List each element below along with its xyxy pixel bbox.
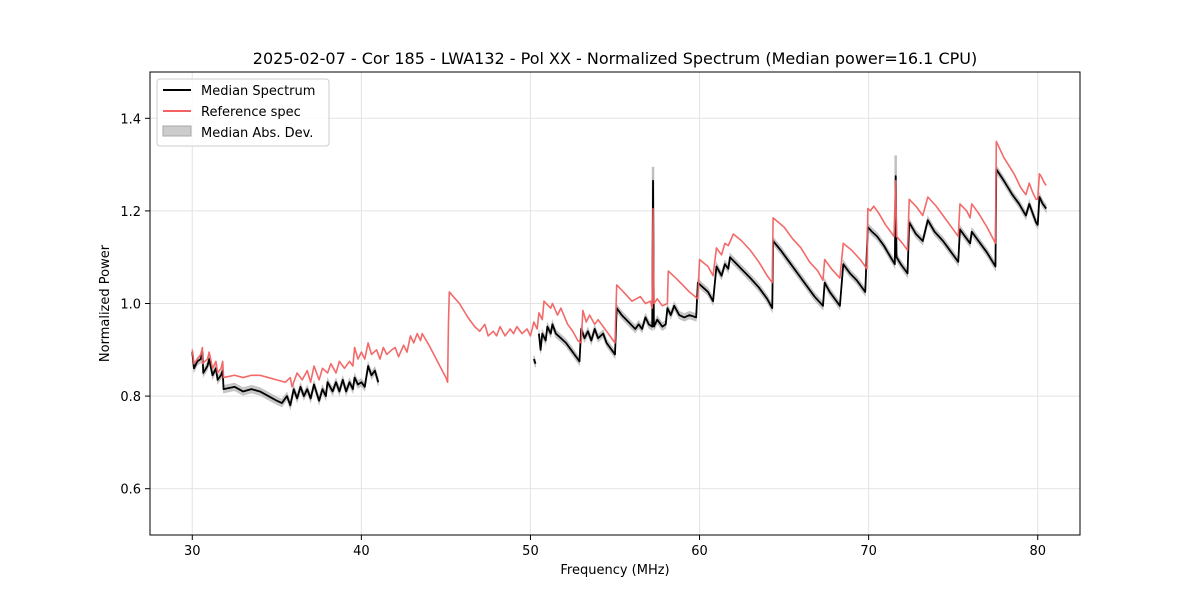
data-layer [191, 140, 1047, 411]
legend-swatch-mad [162, 125, 192, 137]
y-tick-label: 0.8 [120, 390, 141, 405]
reference-spectrum-line [191, 140, 1047, 388]
x-axis-label: Frequency (MHz) [560, 563, 669, 578]
x-tick-label: 70 [860, 544, 877, 559]
x-tick-label: 40 [353, 544, 370, 559]
axis-ticks: 30 40 50 60 70 80 0.6 0.8 1.0 1.2 1.4 [120, 112, 1046, 559]
x-tick-label: 60 [691, 544, 708, 559]
y-tick-label: 0.6 [120, 483, 141, 498]
legend-label-reference: Reference spec [201, 105, 301, 120]
median-spectrum-line [538, 168, 1047, 363]
x-tick-label: 80 [1029, 544, 1046, 559]
x-tick-label: 50 [522, 544, 539, 559]
legend-box [156, 78, 330, 147]
x-tick-label: 30 [184, 544, 201, 559]
median-spectrum-line [191, 351, 380, 407]
y-tick-label: 1.4 [120, 112, 141, 127]
chart-title: 2025-02-07 - Cor 185 - LWA132 - Pol XX -… [253, 49, 977, 68]
y-tick-label: 1.2 [120, 205, 141, 220]
y-tick-label: 1.0 [120, 298, 141, 313]
median-spectrum-line [532, 358, 537, 364]
legend-label-mad: Median Abs. Dev. [201, 126, 313, 141]
legend: Median Spectrum Reference spec Median Ab… [156, 78, 330, 147]
legend-label-median: Median Spectrum [201, 84, 315, 99]
y-axis-label: Normalized Power [98, 244, 113, 362]
